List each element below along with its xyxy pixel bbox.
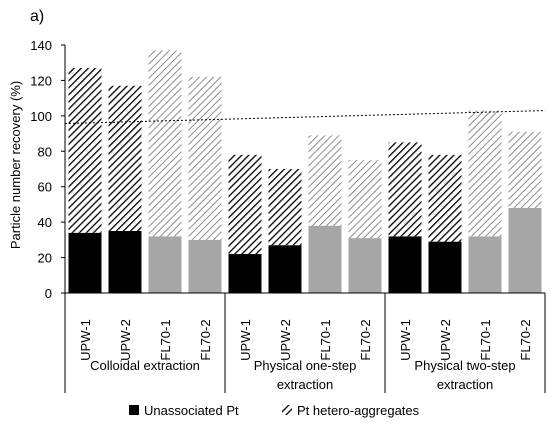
bar-unassociated: [308, 225, 342, 293]
bar-unassociated: [348, 238, 382, 293]
x-tick-label: UPW-2: [118, 319, 133, 361]
legend-label-unassociated: Unassociated Pt: [144, 403, 239, 418]
y-tick-label: 40: [38, 215, 52, 230]
panel-label: a): [30, 8, 44, 25]
x-tick-label: FL70-1: [478, 319, 493, 360]
legend: Unassociated Pt Pt hetero-aggregates: [129, 403, 420, 418]
bar-unassociated: [228, 254, 262, 293]
bar-unassociated: [268, 245, 302, 293]
bar-hetero-aggregates: [308, 135, 342, 226]
bar-hetero-aggregates: [388, 142, 422, 237]
x-tick-label: UPW-2: [438, 319, 453, 361]
x-tick-label: FL70-1: [318, 319, 333, 360]
bar-unassociated: [108, 231, 142, 293]
y-tick-label: 0: [45, 286, 52, 301]
x-tick-label: FL70-1: [158, 319, 173, 360]
legend-swatch-hetero-aggregates: [282, 405, 292, 415]
bar-unassociated: [388, 236, 422, 293]
y-axis-label: Particle number recovery (%): [8, 81, 23, 249]
x-tick-label: FL70-2: [518, 319, 533, 360]
x-tick-label: UPW-1: [398, 319, 413, 361]
bar-unassociated: [188, 239, 222, 293]
bar-unassociated: [148, 236, 182, 293]
bar-hetero-aggregates: [148, 50, 182, 237]
bar-hetero-aggregates: [468, 110, 502, 237]
bar-hetero-aggregates: [68, 68, 102, 233]
bar-hetero-aggregates: [188, 76, 222, 240]
x-tick-label: UPW-2: [278, 319, 293, 361]
bar-unassociated: [68, 232, 102, 293]
x-tick-label: UPW-1: [78, 319, 93, 361]
group-label: extraction: [277, 377, 333, 392]
y-tick-label: 100: [30, 109, 52, 124]
y-tick-label: 80: [38, 144, 52, 159]
bar-hetero-aggregates: [428, 154, 462, 242]
reference-line: [64, 110, 546, 125]
bar-hetero-aggregates: [508, 131, 542, 208]
bar-hetero-aggregates: [268, 169, 302, 246]
legend-label-hetero-aggregates: Pt hetero-aggregates: [297, 403, 420, 418]
y-tick-label: 140: [30, 38, 52, 53]
y-tick-label: 60: [38, 180, 52, 195]
group-label: Physical two-step: [414, 358, 515, 373]
bar-unassociated: [428, 241, 462, 293]
y-tick-label: 120: [30, 73, 52, 88]
bar-unassociated: [468, 236, 502, 293]
x-tick-label: FL70-2: [358, 319, 373, 360]
bar-hetero-aggregates: [108, 85, 142, 231]
bar-hetero-aggregates: [348, 160, 382, 239]
x-tick-label: FL70-2: [198, 319, 213, 360]
group-label: Colloidal extraction: [90, 358, 200, 373]
x-tick-label: UPW-1: [238, 319, 253, 361]
bar-unassociated: [508, 207, 542, 293]
plot-area: 0 20 40 60 80 100 120 140 UPW-1 UPW-2 FL70-1 FL70-2…: [30, 38, 546, 393]
legend-swatch-unassociated: [129, 405, 139, 415]
y-tick-label: 20: [38, 251, 52, 266]
group-label: Physical one-step: [254, 358, 357, 373]
group-label: extraction: [437, 377, 493, 392]
bar-hetero-aggregates: [228, 154, 262, 255]
